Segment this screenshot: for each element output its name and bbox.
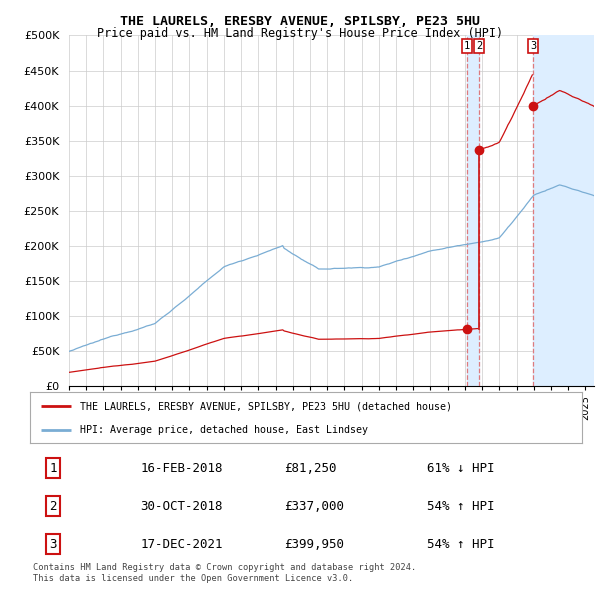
Text: THE LAURELS, ERESBY AVENUE, SPILSBY, PE23 5HU: THE LAURELS, ERESBY AVENUE, SPILSBY, PE2… [120, 15, 480, 28]
Bar [533, 35, 594, 386]
Text: 61% ↓ HPI: 61% ↓ HPI [427, 462, 495, 475]
Text: 54% ↑ HPI: 54% ↑ HPI [427, 538, 495, 551]
Text: 2: 2 [476, 41, 482, 51]
Text: 2: 2 [49, 500, 57, 513]
Text: THE LAURELS, ERESBY AVENUE, SPILSBY, PE23 5HU (detached house): THE LAURELS, ERESBY AVENUE, SPILSBY, PE2… [80, 401, 452, 411]
Text: 16-FEB-2018: 16-FEB-2018 [140, 462, 223, 475]
Text: 30-OCT-2018: 30-OCT-2018 [140, 500, 223, 513]
Text: £81,250: £81,250 [284, 462, 337, 475]
Bar [467, 35, 479, 386]
Text: 1: 1 [464, 41, 470, 51]
Text: 1: 1 [49, 462, 57, 475]
Text: £399,950: £399,950 [284, 538, 344, 551]
Text: 3: 3 [49, 538, 57, 551]
Text: Contains HM Land Registry data © Crown copyright and database right 2024.
This d: Contains HM Land Registry data © Crown c… [33, 563, 416, 583]
Text: 54% ↑ HPI: 54% ↑ HPI [427, 500, 495, 513]
Text: 3: 3 [530, 41, 536, 51]
Text: HPI: Average price, detached house, East Lindsey: HPI: Average price, detached house, East… [80, 425, 368, 435]
Text: Price paid vs. HM Land Registry's House Price Index (HPI): Price paid vs. HM Land Registry's House … [97, 27, 503, 40]
Text: £337,000: £337,000 [284, 500, 344, 513]
Text: 17-DEC-2021: 17-DEC-2021 [140, 538, 223, 551]
